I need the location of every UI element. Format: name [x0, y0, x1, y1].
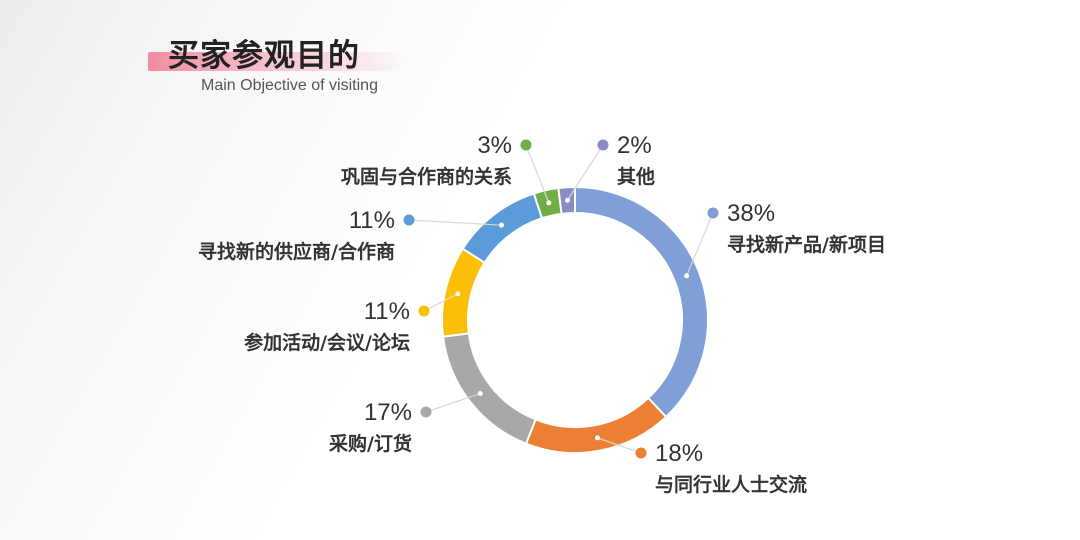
page-title: 买家参观目的 [168, 38, 360, 74]
slice-label-0: 寻找新产品/新项目 [727, 233, 886, 256]
leader-anchor-1 [594, 435, 600, 441]
donut-slices [441, 185, 709, 454]
leader-lines [408, 144, 714, 454]
title-highlight-bar [148, 52, 410, 71]
leader-line-4 [408, 219, 502, 226]
leader-anchor-4 [498, 222, 504, 228]
slice-percent-2: 17% [364, 399, 412, 426]
legend-dot-6 [597, 139, 609, 151]
leader-line-5 [525, 144, 550, 204]
title-block: 买家参观目的 [148, 30, 410, 75]
leader-line-0 [686, 212, 714, 277]
leader-anchor-3 [455, 291, 461, 297]
slice-label-3: 参加活动/会议/论坛 [244, 331, 410, 354]
legend-dot-3 [418, 305, 430, 317]
leader-line-3 [423, 293, 459, 312]
leader-anchor-6 [564, 197, 570, 203]
leader-anchor-2 [477, 391, 483, 397]
slice-1 [524, 396, 668, 454]
slice-label-5: 巩固与合作商的关系 [341, 165, 512, 188]
leader-line-6 [566, 144, 604, 201]
slice-label-2: 采购/订货 [329, 432, 412, 455]
slice-3 [441, 247, 487, 338]
leader-line-2 [425, 392, 481, 413]
slice-labels: 38% 寻找新产品/新项目 18% 与同行业人士交流 17% 采购/订货 11% 参加活动/会… [198, 132, 886, 496]
slice-percent-5: 3% [477, 132, 512, 159]
legend-dot-0 [707, 207, 719, 219]
slice-4 [461, 192, 544, 265]
slice-label-1: 与同行业人士交流 [655, 473, 807, 496]
slice-2 [441, 332, 537, 445]
slice-percent-3: 11% [364, 298, 410, 325]
slice-0 [574, 185, 709, 419]
slice-label-4: 寻找新的供应商/合作商 [198, 240, 395, 263]
slice-percent-4: 11% [349, 207, 395, 234]
legend-dot-2 [420, 406, 432, 418]
leader-anchor-5 [546, 200, 552, 206]
leader-line-1 [597, 437, 642, 454]
slice-percent-0: 38% [727, 200, 775, 227]
slice-label-6: 其他 [617, 165, 655, 188]
leader-anchor-0 [684, 273, 690, 279]
legend-dot-1 [635, 447, 647, 459]
legend-dot-4 [403, 214, 415, 226]
page-subtitle: Main Objective of visiting [201, 77, 378, 94]
slice-percent-6: 2% [617, 132, 652, 159]
legend-dot-5 [520, 139, 532, 151]
slice-percent-1: 18% [655, 440, 703, 467]
